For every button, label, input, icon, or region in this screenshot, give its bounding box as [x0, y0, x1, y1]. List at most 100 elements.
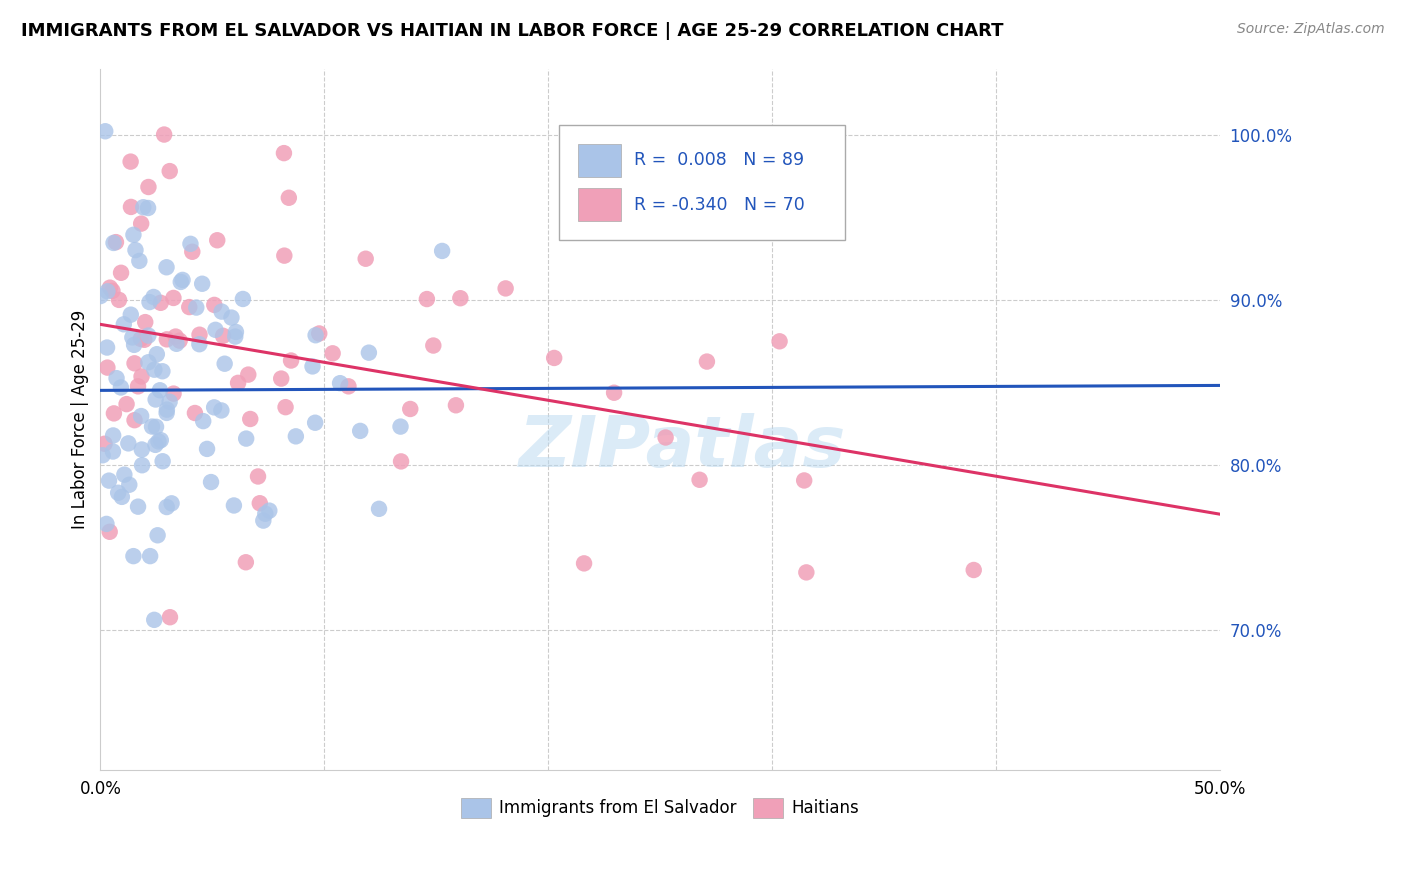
- Point: [122, 227, 145, 242]
- Point: [200, 475, 222, 489]
- Bar: [578, 144, 621, 178]
- Point: [389, 454, 412, 468]
- Point: [259, 503, 281, 517]
- Point: [120, 154, 142, 169]
- Point: [134, 315, 156, 329]
- Point: [146, 347, 169, 361]
- Point: [235, 555, 257, 569]
- Point: [129, 332, 152, 346]
- Point: [129, 217, 152, 231]
- Point: [152, 454, 174, 468]
- Point: [160, 496, 183, 510]
- Point: [107, 485, 129, 500]
- Point: [159, 394, 181, 409]
- Point: [204, 323, 226, 337]
- Point: [444, 398, 467, 412]
- Point: [145, 438, 167, 452]
- Point: [96, 341, 118, 355]
- Point: [127, 379, 149, 393]
- Point: [170, 275, 193, 289]
- Point: [304, 328, 326, 343]
- Point: [141, 419, 163, 434]
- Bar: [578, 188, 621, 221]
- Point: [191, 277, 214, 291]
- Point: [329, 376, 352, 391]
- Point: [399, 401, 422, 416]
- Point: [89, 289, 111, 303]
- Point: [115, 397, 138, 411]
- Point: [270, 371, 292, 385]
- Point: [186, 301, 208, 315]
- Point: [112, 467, 135, 482]
- Point: [120, 200, 142, 214]
- Point: [239, 412, 262, 426]
- Point: [202, 401, 225, 415]
- Point: [149, 433, 172, 447]
- Text: R =  0.008   N = 89: R = 0.008 N = 89: [634, 152, 804, 169]
- Point: [118, 477, 141, 491]
- Point: [449, 291, 471, 305]
- Point: [689, 473, 711, 487]
- Point: [110, 380, 132, 394]
- Point: [117, 436, 139, 450]
- Point: [146, 528, 169, 542]
- Point: [226, 376, 249, 390]
- Point: [138, 180, 160, 194]
- Point: [212, 328, 235, 343]
- Point: [143, 362, 166, 376]
- Point: [91, 448, 114, 462]
- Point: [159, 164, 181, 178]
- Point: [131, 369, 153, 384]
- Point: [963, 563, 986, 577]
- Point: [121, 330, 143, 344]
- Point: [495, 281, 517, 295]
- Point: [152, 364, 174, 378]
- Point: [132, 200, 155, 214]
- Point: [179, 236, 201, 251]
- Point: [768, 334, 790, 349]
- Point: [110, 266, 132, 280]
- Text: Source: ZipAtlas.com: Source: ZipAtlas.com: [1237, 22, 1385, 37]
- Point: [145, 419, 167, 434]
- Point: [155, 260, 177, 275]
- Point: [232, 292, 254, 306]
- Text: IMMIGRANTS FROM EL SALVADOR VS HAITIAN IN LABOR FORCE | AGE 25-29 CORRELATION CH: IMMIGRANTS FROM EL SALVADOR VS HAITIAN I…: [21, 22, 1004, 40]
- Point: [142, 290, 165, 304]
- Legend: Immigrants from El Salvador, Haitians: Immigrants from El Salvador, Haitians: [454, 791, 866, 825]
- Point: [249, 496, 271, 510]
- Point: [105, 371, 128, 385]
- Point: [793, 474, 815, 488]
- Point: [165, 329, 187, 343]
- Point: [134, 333, 156, 347]
- Point: [184, 406, 207, 420]
- Point: [101, 428, 124, 442]
- Point: [94, 124, 117, 138]
- Point: [148, 434, 170, 449]
- Point: [277, 191, 299, 205]
- Y-axis label: In Labor Force | Age 25-29: In Labor Force | Age 25-29: [72, 310, 89, 529]
- Point: [101, 444, 124, 458]
- Point: [349, 424, 371, 438]
- Point: [169, 334, 191, 348]
- Point: [368, 501, 391, 516]
- Point: [156, 402, 179, 417]
- Point: [96, 360, 118, 375]
- FancyBboxPatch shape: [560, 125, 845, 240]
- Point: [301, 359, 323, 374]
- Point: [112, 318, 135, 332]
- Point: [188, 327, 211, 342]
- Point: [108, 293, 131, 307]
- Point: [156, 500, 179, 514]
- Point: [129, 409, 152, 423]
- Point: [179, 300, 201, 314]
- Point: [389, 419, 412, 434]
- Point: [225, 325, 247, 339]
- Point: [796, 566, 818, 580]
- Point: [98, 524, 121, 539]
- Point: [696, 354, 718, 368]
- Point: [149, 384, 172, 398]
- Text: ZIPatlas: ZIPatlas: [519, 413, 846, 482]
- Point: [138, 355, 160, 369]
- Point: [120, 308, 142, 322]
- Text: R = -0.340   N = 70: R = -0.340 N = 70: [634, 195, 806, 213]
